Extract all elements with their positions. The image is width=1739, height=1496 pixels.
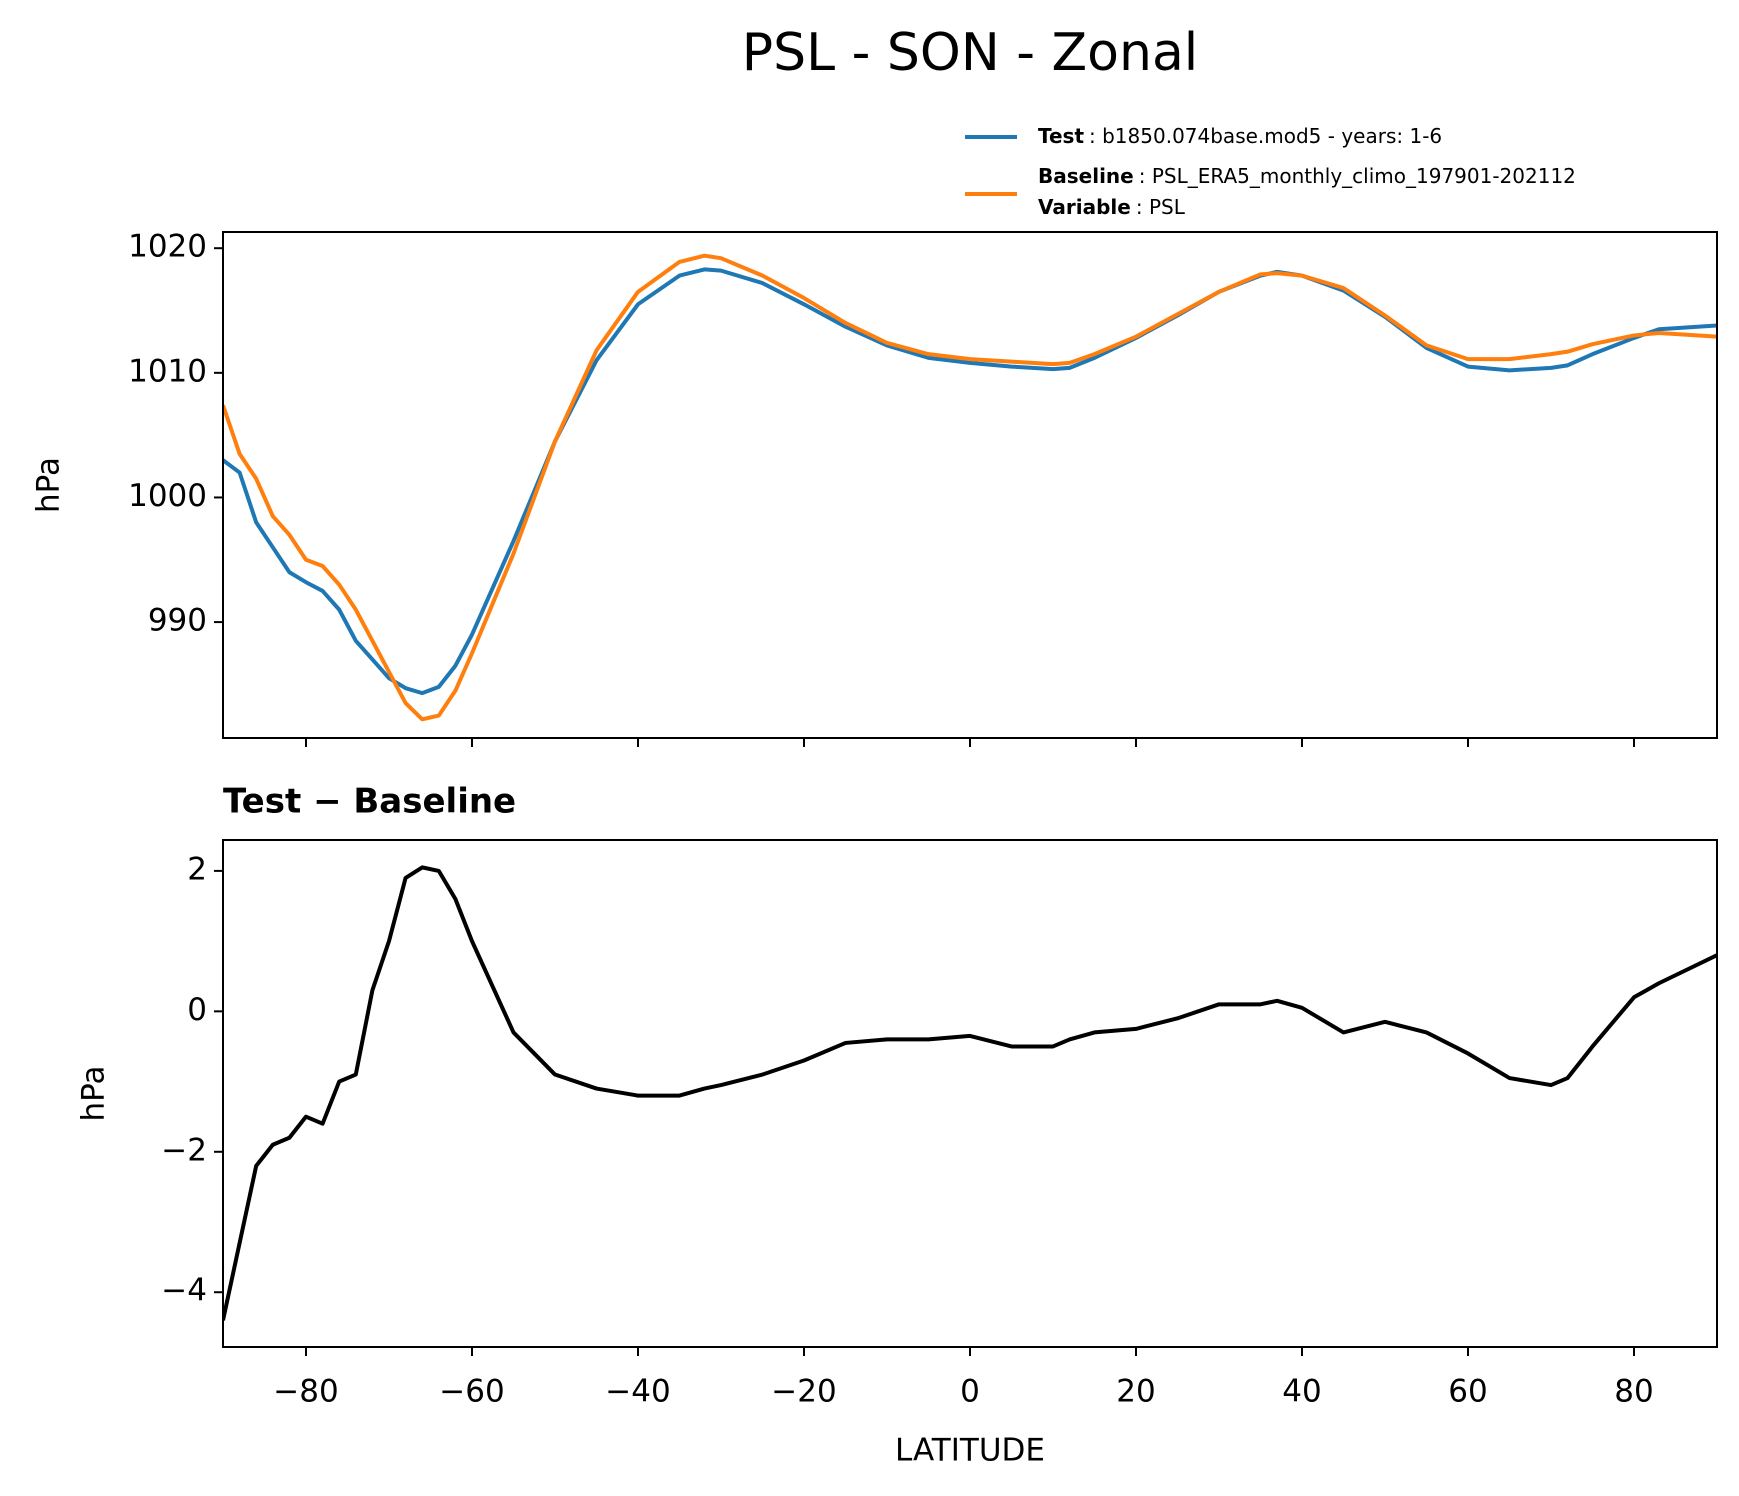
y-axis-label: hPa [31, 457, 67, 513]
x-tick-label: 0 [960, 1374, 980, 1410]
data-line [223, 253, 1717, 722]
x-axis-label: LATITUDE [895, 1433, 1045, 1469]
x-tick-label: −60 [439, 1374, 504, 1410]
x-tick-label: 20 [1116, 1374, 1155, 1410]
data-line [223, 865, 1717, 1321]
legend-description: : PSL_ERA5_monthly_climo_197901-202112 [1139, 164, 1576, 188]
x-tick-label: −20 [771, 1374, 836, 1410]
subplot-title: Test − Baseline [223, 782, 516, 822]
x-tick-label: −80 [273, 1374, 338, 1410]
axes-frame [222, 839, 1718, 1348]
legend-entry: Baseline: PSL_ERA5_monthly_climo_197901-… [1038, 164, 1576, 188]
data-line [223, 267, 1717, 696]
y-tick-label: 1000 [128, 478, 207, 514]
legend-entry: Variable: PSL [1038, 195, 1186, 219]
legend-name: Baseline [1038, 164, 1134, 188]
x-tick-label: 60 [1448, 1374, 1487, 1410]
legend-entry: Test: b1850.074base.mod5 - years: 1-6 [1038, 124, 1442, 148]
y-tick-label: −4 [161, 1273, 207, 1309]
figure-title: PSL - SON - Zonal [742, 23, 1199, 83]
axes-frame [222, 231, 1718, 739]
x-tick-label: 80 [1614, 1374, 1653, 1410]
y-tick-label: 990 [148, 603, 207, 639]
legend-description: : b1850.074base.mod5 - years: 1-6 [1089, 124, 1442, 148]
y-tick-label: 1010 [128, 353, 207, 389]
y-axis-label: hPa [76, 1066, 112, 1122]
legend-description: : PSL [1136, 195, 1186, 219]
x-tick-label: −40 [605, 1374, 670, 1410]
legend-name: Test [1038, 124, 1084, 148]
x-tick-label: 40 [1282, 1374, 1321, 1410]
y-tick-label: 0 [187, 992, 207, 1028]
y-tick-label: 2 [187, 851, 207, 887]
y-tick-label: 1020 [128, 229, 207, 265]
legend-name: Variable [1038, 195, 1131, 219]
y-tick-label: −2 [161, 1132, 207, 1168]
